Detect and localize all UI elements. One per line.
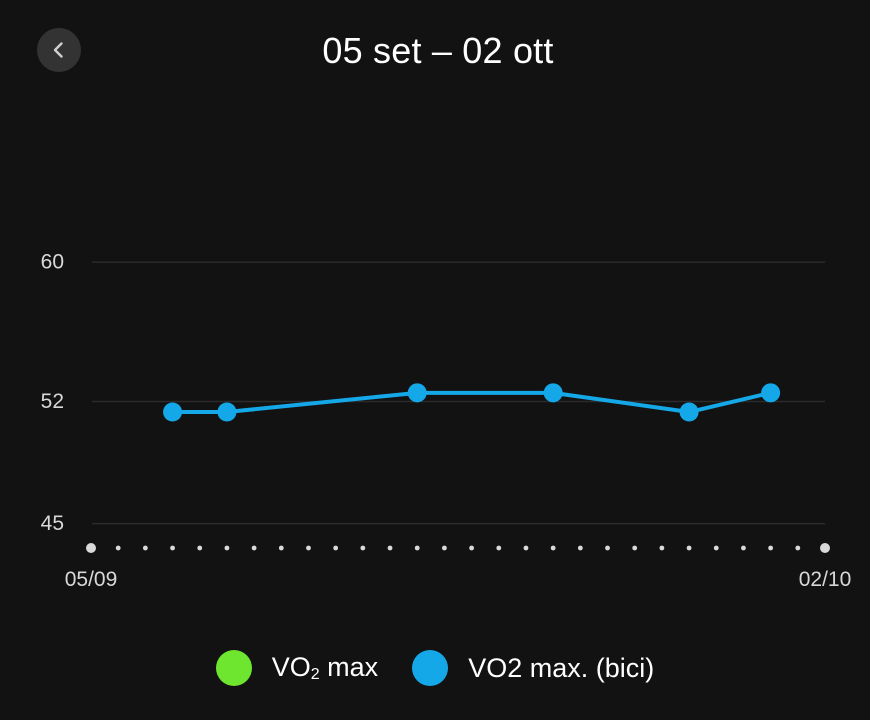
page-title: 05 set – 02 ott <box>322 30 554 71</box>
x-axis-day-dot <box>387 545 393 551</box>
vo2max-line-chart: 60 52 45 05/09 02/10 <box>41 251 852 591</box>
x-axis-day-dot <box>197 545 203 551</box>
x-axis-day-dot <box>442 545 447 551</box>
x-axis-day-dot <box>632 545 638 551</box>
x-axis-day-dot <box>577 545 583 551</box>
series-layer <box>163 383 781 422</box>
x-axis-day-dot <box>251 545 257 551</box>
y-tick-label-45: 45 <box>41 512 64 535</box>
data-point-2023-09-27[interactable] <box>679 402 699 422</box>
x-axis-day-dot <box>686 545 692 551</box>
x-axis-day-dot <box>170 545 175 551</box>
x-axis-day-dot <box>360 545 366 551</box>
y-tick-label-52: 52 <box>41 390 64 413</box>
x-axis-day-dot <box>496 545 502 551</box>
legend: VO2 max VO2 max. (bici) <box>0 645 870 691</box>
x-axis-day-dot <box>142 545 148 551</box>
legend-label-vo2max: VO2 max <box>271 652 379 683</box>
x-axis-day-dot <box>333 545 339 551</box>
x-axis-day-dot <box>659 545 665 551</box>
x-axis-day-dot <box>278 545 284 551</box>
header: 05 set – 02 ott <box>0 0 870 100</box>
data-point-2023-09-30[interactable] <box>761 383 781 403</box>
legend-label-vo2max-bici: VO2 max. (bici) <box>468 652 655 683</box>
legend-swatch-vo2max-bici <box>412 650 449 686</box>
x-axis-day-dot <box>523 545 529 551</box>
legend-swatch-vo2max <box>215 650 252 686</box>
x-axis-day-dot <box>795 545 801 551</box>
x-axis-day-dot <box>469 545 474 551</box>
x-axis-endpoint-dot <box>820 543 830 553</box>
data-point-2023-09-22[interactable] <box>543 383 563 403</box>
legend-item-vo2max[interactable]: VO2 max <box>215 650 379 686</box>
data-point-2023-09-10[interactable] <box>217 402 237 422</box>
x-axis: 05/09 02/10 <box>65 543 852 591</box>
y-tick-label-60: 60 <box>41 251 64 274</box>
x-axis-day-dot <box>224 545 230 551</box>
legend-item-vo2max-bici[interactable]: VO2 max. (bici) <box>412 650 654 686</box>
x-axis-day-dot <box>115 545 121 551</box>
data-point-2023-09-17[interactable] <box>407 383 427 403</box>
x-tick-label-end: 02/10 <box>799 568 852 591</box>
x-axis-day-dot <box>550 545 556 551</box>
y-axis-ticks: 60 52 45 <box>41 251 64 536</box>
back-button[interactable] <box>37 28 81 72</box>
x-axis-day-dot <box>741 545 746 551</box>
x-axis-day-dot <box>768 545 774 551</box>
x-axis-day-dot <box>713 545 719 551</box>
x-axis-day-dot <box>414 545 420 551</box>
gridlines <box>92 261 825 525</box>
x-axis-day-dot <box>605 545 610 551</box>
x-tick-label-start: 05/09 <box>65 568 118 591</box>
chevron-left-icon <box>53 42 63 58</box>
x-axis-day-dot <box>306 545 311 551</box>
data-point-2023-09-08[interactable] <box>163 402 183 422</box>
x-axis-endpoint-dot <box>86 543 96 553</box>
